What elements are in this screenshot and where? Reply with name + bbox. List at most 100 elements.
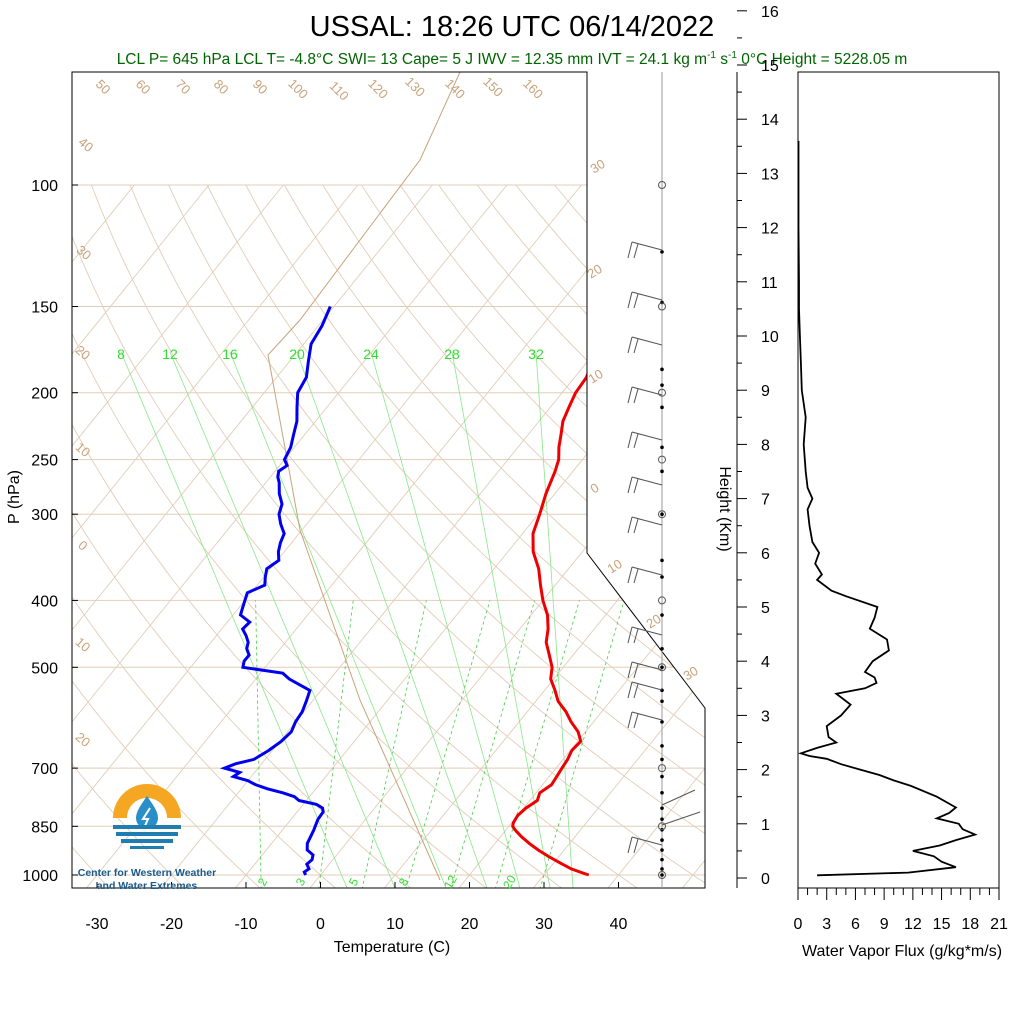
- wind-barb-flag: [633, 628, 639, 644]
- flux-tick-label: 21: [990, 916, 1008, 933]
- isotherm-line: [0, 185, 60, 890]
- mixing-ratio-label: 3: [293, 875, 309, 888]
- height-tick-label: 13: [761, 166, 779, 183]
- temperature-axis-label: Temperature (C): [334, 939, 450, 956]
- wind-level-dot: [660, 817, 664, 821]
- wind-level-dot: [660, 838, 664, 842]
- moist-adiabat-line: [494, 600, 580, 888]
- isotherm-line: [72, 184, 210, 888]
- wind-barb-staff: [661, 789, 696, 806]
- wind-barb-flag: [627, 241, 633, 259]
- lcl-pressure: LCL P= 645 hPa: [117, 51, 231, 68]
- isotherm-line: [382, 184, 705, 888]
- cape-value: Cape= 5 J: [402, 51, 473, 68]
- wind-calm-circle: [658, 510, 666, 519]
- wind-barb-flag: [633, 243, 639, 259]
- mixing-ratio-line: [296, 351, 488, 888]
- wind-barb-flag: [633, 683, 639, 699]
- wind-barb-staff: [631, 836, 663, 846]
- freezing-level: 0°C Height = 5228.05 m: [741, 51, 907, 68]
- skewt-tan-label: 10: [605, 556, 625, 576]
- skewt-tan-label: 50: [93, 76, 114, 97]
- wind-level-dot: [660, 688, 664, 693]
- wind-barb-staff: [631, 566, 663, 576]
- dry-adiabat-line: [322, 184, 705, 888]
- temperature-tick-label: 0: [316, 916, 325, 933]
- dry-adiabat-line: [631, 184, 705, 888]
- skewt-tan-label: 20: [73, 342, 94, 363]
- temperature-tick-label: 40: [610, 916, 628, 933]
- dry-adiabat-line: [245, 184, 705, 888]
- mixing-ratio-label: 2: [255, 875, 271, 888]
- dry-adiabat-line: [592, 184, 705, 888]
- dry-adiabat-line: [72, 184, 565, 888]
- skewt-tan-label: 90: [250, 76, 271, 97]
- wind-barb-staff: [631, 626, 663, 636]
- pressure-axis-label: P (hPa): [6, 470, 23, 524]
- mixing-ratio-label: 32: [528, 346, 544, 362]
- wind-barb-flag: [633, 478, 639, 494]
- height-tick-label: 10: [761, 329, 779, 346]
- logo-wave-2: [116, 832, 178, 836]
- wind-level-dot: [660, 558, 664, 563]
- wind-barb-column: [627, 72, 701, 888]
- wind-barb-flag: [633, 293, 639, 309]
- temperature-tick-label: 20: [461, 916, 479, 933]
- dry-adiabat-line: [72, 184, 338, 888]
- wind-barb-flag: [633, 568, 639, 584]
- logo-wave-4: [130, 846, 164, 849]
- temperature-tick-label: -30: [85, 916, 108, 933]
- wind-level-dot: [660, 445, 664, 450]
- wind-calm-circle: [658, 764, 666, 773]
- wind-barb-flag: [633, 433, 639, 449]
- mixing-ratio-label: 24: [363, 346, 379, 362]
- wind-barb-staff: [661, 811, 701, 826]
- skewt-tan-label: 140: [442, 76, 468, 102]
- mixing-ratio-label: 20: [289, 346, 305, 362]
- skewt-tan-label: 160: [520, 76, 546, 102]
- flux-axis-label: Water Vapor Flux (g/kg*m/s): [802, 943, 1002, 960]
- height-tick-label: 12: [761, 221, 779, 238]
- wind-barb-staff: [631, 336, 663, 346]
- wind-calm-circle: [658, 663, 666, 672]
- skewt-tan-label: 40: [76, 134, 97, 155]
- wind-barb-staff: [631, 681, 663, 691]
- pressure-tick-label: 700: [31, 761, 58, 778]
- isotherm-line: [457, 184, 705, 888]
- pressure-tick-label: 500: [31, 660, 58, 677]
- wind-barb-flag: [627, 661, 633, 679]
- wind-barb-staff: [631, 291, 663, 301]
- wind-barb-flag: [627, 386, 633, 404]
- pressure-tick-label: 850: [31, 819, 58, 836]
- logo-text-line2: and Water Extremes: [97, 880, 198, 892]
- height-tick-label: 7: [761, 492, 770, 509]
- logo-wave-3: [121, 839, 173, 843]
- mixing-ratio-label: 20: [500, 872, 519, 891]
- height-tick-label: 15: [761, 58, 779, 75]
- height-tick-label: 8: [761, 437, 770, 454]
- wind-barb-flag: [627, 291, 633, 309]
- dry-adiabat-line: [129, 184, 705, 888]
- wind-level-dot: [660, 367, 664, 372]
- wind-calm-circle: [658, 181, 666, 189]
- mixing-ratio-line: [451, 351, 551, 888]
- skewt-tan-label: 10: [73, 634, 94, 655]
- wind-barb-flag: [627, 516, 633, 534]
- ivt-value: IVT = 24.1 kg m: [598, 51, 708, 68]
- logo-wave-1: [113, 825, 181, 829]
- wind-barb-flag: [627, 711, 633, 729]
- skewt-tan-label: 60: [133, 76, 154, 97]
- wind-level-dot: [660, 790, 664, 795]
- height-axis-label: Height (Km): [716, 466, 733, 551]
- mixing-ratio-label: 12: [162, 346, 178, 362]
- wind-level-dot: [660, 857, 664, 862]
- skewt-tan-label: 80: [211, 76, 232, 97]
- flux-tick-label: 12: [904, 916, 922, 933]
- wind-barb-flag: [633, 838, 639, 854]
- pressure-tick-label: 400: [31, 593, 58, 610]
- wind-calm-circle: [658, 596, 666, 605]
- wind-barb-flag: [627, 431, 633, 449]
- skewt-tan-label: 0: [588, 480, 602, 497]
- chart-title: USSAL: 18:26 UTC 06/14/2022: [310, 11, 715, 43]
